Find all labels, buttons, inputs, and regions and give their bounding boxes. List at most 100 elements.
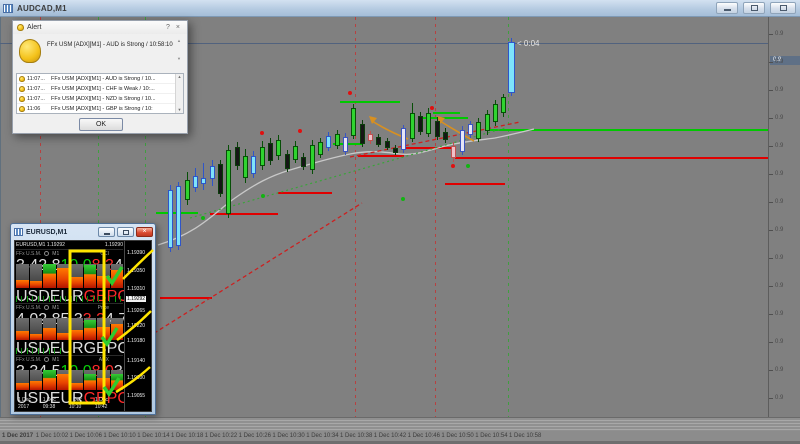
candle bbox=[401, 128, 406, 150]
sell-signal-dot bbox=[260, 131, 264, 135]
minimize-button[interactable] bbox=[716, 2, 738, 14]
price-axis-tick bbox=[769, 314, 773, 315]
panel-values: 4.02.85.33.34.79.25.87.3 bbox=[16, 311, 124, 328]
alert-list-item[interactable]: 11:06 FFx USM [ADX][M1] - GBP is Strong /… bbox=[17, 104, 183, 113]
alert-history-list[interactable]: 11:07... FFx USM [ADX][M1] - AUD is Stron… bbox=[16, 73, 184, 114]
mini-price-label: 1.19390 bbox=[127, 250, 146, 256]
price-axis-tick bbox=[769, 398, 773, 399]
candle bbox=[301, 157, 306, 167]
strength-bar-fill bbox=[110, 374, 123, 390]
alert-item-time: 11:07... bbox=[27, 95, 45, 102]
candle bbox=[318, 142, 323, 155]
candle bbox=[435, 121, 440, 137]
strength-bar-fill bbox=[29, 333, 42, 340]
candle bbox=[251, 156, 256, 174]
strength-bar-fill bbox=[70, 276, 83, 288]
strength-bars bbox=[16, 370, 123, 390]
alert-list-item[interactable]: 11:07... FFx USM [ADX][M1] - AUD is Stron… bbox=[17, 74, 183, 84]
alert-message-area: FFx USM [ADX][M1] - AUD is Strong / 10:5… bbox=[13, 34, 187, 65]
time-axis[interactable]: 1 Dec 2017 1 Dec 10:02 1 Dec 10:06 1 Dec 10… bbox=[0, 431, 800, 441]
strength-bar-track bbox=[16, 318, 29, 340]
candle bbox=[193, 176, 198, 188]
strength-value: 3.4 bbox=[16, 257, 38, 274]
strength-bar-fill bbox=[29, 281, 42, 288]
scroll-down-icon[interactable]: ▼ bbox=[177, 107, 182, 112]
strength-bar-track bbox=[83, 264, 96, 288]
restore-icon bbox=[750, 5, 758, 11]
mini-window-titlebar[interactable]: EURUSD,M1 × bbox=[11, 224, 155, 239]
panel-indicator: ADX bbox=[98, 356, 109, 363]
restore-button[interactable] bbox=[743, 2, 765, 14]
spin-down-icon[interactable]: ▼ bbox=[177, 56, 181, 61]
currency-label: EUR bbox=[49, 340, 84, 357]
period-separator-red bbox=[40, 17, 41, 417]
strength-bar-track bbox=[29, 318, 42, 340]
candle bbox=[508, 42, 515, 93]
strength-value: 10.0 bbox=[61, 363, 92, 380]
strength-panel: FFx U.S.M. M1 Price4.02.85.33.34.79.25.87.… bbox=[16, 303, 124, 357]
candle bbox=[276, 140, 281, 156]
candle bbox=[201, 178, 206, 184]
strength-value: 3.3 bbox=[16, 363, 38, 380]
candle bbox=[418, 116, 423, 132]
horizontal-scrollbar[interactable] bbox=[0, 417, 800, 431]
window-titlebar: AUDCAD,M1 bbox=[0, 0, 800, 17]
time-axis-label: 1 Dec 10:58 bbox=[509, 433, 542, 439]
alert-dialog-titlebar[interactable]: Alert ? × bbox=[13, 21, 187, 34]
strength-bar-fill bbox=[43, 370, 56, 390]
alert-dialog: Alert ? × FFx USM [ADX][M1] - AUD is Str… bbox=[12, 20, 188, 134]
candle bbox=[368, 134, 373, 141]
panel-header: FFx U.S.M. M1 Price bbox=[16, 304, 123, 311]
price-axis-tick bbox=[769, 34, 773, 35]
alert-list-scrollbar[interactable]: ▲ ▼ bbox=[175, 74, 183, 113]
candle bbox=[326, 136, 331, 148]
close-button[interactable] bbox=[770, 2, 796, 14]
candle bbox=[351, 108, 356, 136]
currency-label: USD bbox=[16, 340, 50, 357]
resistance-line-red bbox=[210, 213, 278, 215]
mini-price-label: 1.19180 bbox=[127, 338, 146, 344]
bell-icon bbox=[19, 85, 25, 92]
price-axis[interactable]: 0.9 0.9 0.9 0.9 0.9 0.9 0.9 0.9 0.9 0.9 0.9 0.9 0.9… bbox=[768, 17, 800, 417]
mini-restore-button[interactable] bbox=[117, 227, 134, 237]
ok-button[interactable]: OK bbox=[79, 118, 123, 131]
time-axis-label: 1 Dec 10:38 bbox=[340, 433, 373, 439]
mini-price-scale[interactable]: 1.19390 1.19350 1.19310 1.19292 1.19265 1.192… bbox=[124, 241, 151, 411]
price-axis-label: 0.9 bbox=[775, 59, 784, 65]
panel-name: FFx U.S.M. bbox=[16, 250, 42, 257]
strength-value: 3.3 bbox=[83, 311, 105, 328]
dialog-close-button[interactable]: × bbox=[175, 24, 180, 31]
buy-signal-dot bbox=[401, 197, 405, 201]
candle-countdown-timer: < 0:04 bbox=[517, 39, 540, 48]
help-button[interactable]: ? bbox=[166, 24, 170, 31]
strength-bar-track bbox=[83, 318, 96, 340]
currency-label: USD bbox=[16, 390, 50, 407]
time-axis-label: 1 Dec 10:02 bbox=[35, 433, 69, 439]
candle bbox=[243, 156, 248, 178]
alert-list-item[interactable]: 11:07... FFx USM [ADX][M1] - NZD is Stron… bbox=[17, 94, 183, 104]
clock-icon bbox=[44, 357, 50, 362]
mini-symbol-price: 1.19290 bbox=[104, 242, 123, 248]
panel-timeframe: M1 bbox=[52, 304, 60, 311]
candle bbox=[218, 164, 223, 194]
mini-current-price: 1.19292 bbox=[126, 296, 147, 302]
mini-chart-window[interactable]: EURUSD,M1 × EURUSD,M1 1.19292 1.19290 FF… bbox=[10, 223, 156, 415]
candle bbox=[293, 146, 298, 160]
candle bbox=[226, 150, 231, 214]
strength-bar-track bbox=[56, 370, 69, 390]
period-separator-green bbox=[145, 17, 146, 417]
strength-bar-track bbox=[110, 264, 123, 288]
price-axis-label: 0.9 bbox=[775, 31, 784, 37]
panel-indicator: CCI bbox=[100, 250, 109, 257]
candle bbox=[176, 186, 181, 246]
candle bbox=[443, 132, 448, 140]
candle bbox=[385, 141, 390, 148]
spin-up-icon[interactable]: ▲ bbox=[177, 38, 181, 43]
mini-minimize-button[interactable] bbox=[98, 227, 115, 237]
alert-list-item[interactable]: 11:07... FFx USM [ADX][M1] - CHF is Weak … bbox=[17, 84, 183, 94]
scroll-up-icon[interactable]: ▲ bbox=[177, 74, 182, 79]
candle bbox=[376, 137, 381, 145]
panel-currencies: USDEURGBPCHFCADAUDJPYNZD bbox=[16, 340, 124, 357]
mini-close-button[interactable]: × bbox=[136, 227, 153, 237]
mini-symbol-row: EURUSD,M1 1.19292 1.19290 bbox=[16, 242, 123, 249]
